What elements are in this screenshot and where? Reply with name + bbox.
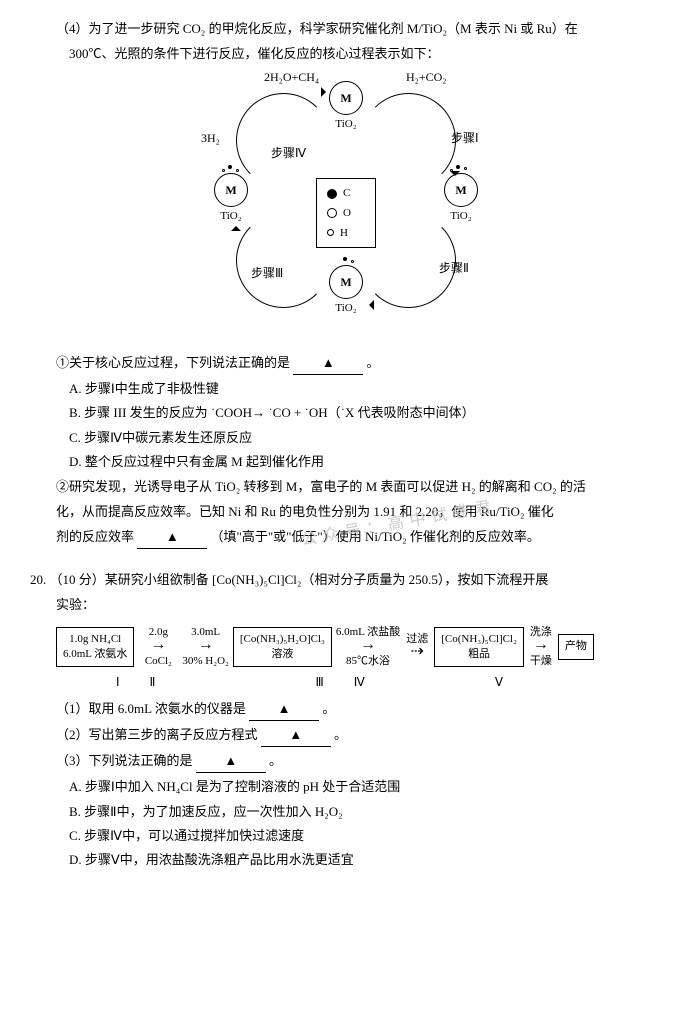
q4-opt-d: D. 整个反应过程中只有金属 M 起到催化作用 [69,451,662,473]
flow-box-2: [Co(NH₃)₅H₂O]Cl₃ 溶液 [233,627,332,668]
step-num-5: Ⅴ [495,672,503,692]
flow-arrow-2: 3.0mL→30% H₂O₂ [182,626,228,668]
q4-sub2-line3: 剂的反应效率 ▲ （填"高于"或"低于"）使用 Ni/TiO₂ 作催化剂的反应效… [30,526,662,549]
step-4-label: 步骤Ⅳ [271,143,306,163]
q4-opt-a: A. 步骤Ⅰ中生成了非极性键 [69,378,662,400]
q4-intro-line2: 300℃、光照的条件下进行反应，催化反应的核心过程表示如下： [30,43,662,65]
flow-arrow-1: 2.0g→CoCl₂ [138,626,178,668]
q4-sub1-stem: ①关于核心反应过程，下列说法正确的是 ▲ 。 [30,352,662,375]
mol-3h2: 3H₂ [201,128,220,148]
q4-opt-c: C. 步骤Ⅳ中碳元素发生还原反应 [69,427,662,449]
flow-arrow-3: 6.0mL 浓盐酸→85℃水浴 [336,626,400,668]
legend-c: C [343,184,350,203]
step-num-2: Ⅱ [150,672,156,692]
catalysis-diagram: M TiO₂ M TiO₂ M TiO₂ [30,73,662,340]
q4-opt-b: B. 步骤 III 发生的反应为 ˙COOH→ ˙CO + ˙OH（˙X 代表吸… [69,402,662,424]
legend-h: H [340,224,348,243]
q4-sub2-line2: 化，从而提高反应效率。已知 Ni 和 Ru 的电负性分别为 1.91 和 2.2… [30,501,662,523]
step-num-1: Ⅰ [116,672,120,692]
q20-opt-b: B. 步骤Ⅱ中，为了加速反应，应一次性加入 H₂O₂ [69,801,662,823]
q20-opt-a: A. 步骤Ⅰ中加入 NH₄Cl 是为了控制溶液的 pH 处于合适范围 [69,776,662,798]
cat-base-label: TiO₂ [329,115,363,134]
step-3-label: 步骤Ⅲ [251,263,283,283]
step-1-label: 步骤Ⅰ [451,128,479,148]
blank-answer: ▲ [293,352,363,375]
question-4-part-4: （4）为了进一步研究 CO₂ 的甲烷化反应，科学家研究催化剂 M/TiO₂（M … [30,18,662,549]
flow-box-1: 1.0g NH₄Cl 6.0mL 浓氨水 [56,627,134,668]
flow-box-4: 产物 [558,634,594,659]
q20-sub1: （1）取用 6.0mL 浓氨水的仪器是 ▲ 。 [30,698,662,721]
flow-arrow-5: 洗涤→干燥 [528,626,554,668]
q20-sub2: （2）写出第三步的离子反应方程式 ▲ 。 [30,724,662,747]
question-20: 20. （10 分）某研究小组欲制备 [Co(NH₃)₅Cl]Cl₂（相对分子质… [30,569,662,871]
mol-h2-co2: H₂+CO₂ [406,67,446,87]
q20-opt-c: C. 步骤Ⅳ中，可以通过搅拌加快过滤速度 [69,825,662,847]
blank-answer: ▲ [249,698,319,721]
step-num-4: Ⅳ [354,672,365,692]
synthesis-flowchart: 1.0g NH₄Cl 6.0mL 浓氨水 2.0g→CoCl₂ 3.0mL→30… [30,626,662,692]
cat-m-label: M [340,88,351,108]
blank-answer: ▲ [137,526,207,549]
q20-opt-d: D. 步骤Ⅴ中，用浓盐酸洗涤粗产品比用水洗更适宜 [69,849,662,871]
mol-2h2o-ch4: 2H₂O+CH₄ [264,67,319,87]
arc-step4 [236,93,331,188]
catalyst-node-top: M TiO₂ [329,81,363,134]
q4-sub2-line1: ②研究发现，光诱导电子从 TiO₂ 转移到 M，富电子的 M 表面可以促进 H₂… [30,476,662,498]
catalyst-node-bottom: M TiO₂ [329,265,363,318]
arc-step3 [236,213,331,308]
blank-answer: ▲ [261,724,331,747]
flow-step-labels: Ⅰ Ⅱ Ⅲ Ⅳ Ⅴ [56,672,662,692]
flow-box-3: [Co(NH₃)₅Cl]Cl₂ 粗品 [434,627,524,668]
blank-answer: ▲ [196,750,266,773]
q20-stem-line1: 20. （10 分）某研究小组欲制备 [Co(NH₃)₅Cl]Cl₂（相对分子质… [30,569,662,591]
arc-step1 [361,93,456,188]
step-num-3: Ⅲ [315,672,323,692]
catalyst-node-left: M TiO₂ [214,173,248,226]
q20-sub3: （3）下列说法正确的是 ▲ 。 [30,750,662,773]
q4-intro-line1: （4）为了进一步研究 CO₂ 的甲烷化反应，科学家研究催化剂 M/TiO₂（M … [30,18,662,40]
flow-arrow-4: 过滤⇢ [404,633,430,661]
q20-stem-line2: 实验： [30,594,662,616]
legend-o: O [343,204,351,223]
step-2-label: 步骤Ⅱ [439,258,469,278]
